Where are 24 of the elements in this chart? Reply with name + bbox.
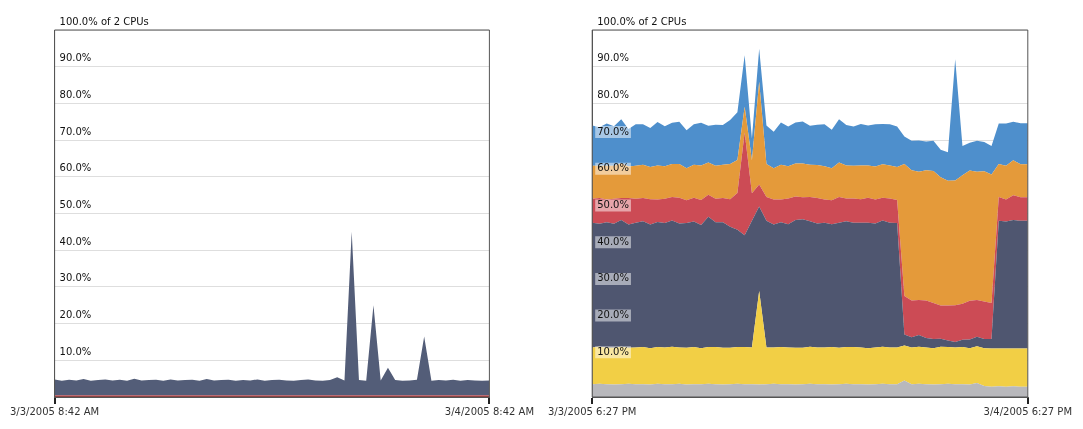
x-tick-label: 3/4/2005 6:27 PM <box>983 405 1072 417</box>
x-tick-label: 3/4/2005 8:42 AM <box>444 405 534 417</box>
y-tick-label: 60.0% <box>59 162 92 174</box>
y-tick-label: 100.0% of 2 CPUs <box>59 15 149 27</box>
y-tick-label: 10.0% <box>597 345 629 357</box>
y-tick-label: 50.0% <box>59 199 92 211</box>
y-tick-label: 70.0% <box>597 125 629 137</box>
y-tick-label: 80.0% <box>597 88 629 100</box>
y-tick-label: 20.0% <box>59 309 92 321</box>
y-tick-label: 40.0% <box>59 235 92 247</box>
y-tick-label: 30.0% <box>59 272 92 284</box>
y-tick-label: 20.0% <box>597 309 629 321</box>
x-tick-label: 3/3/2005 8:42 AM <box>10 405 100 417</box>
x-tick-label: 3/3/2005 6:27 PM <box>548 405 637 417</box>
y-tick-label: 50.0% <box>597 199 629 211</box>
y-tick-label: 70.0% <box>59 125 92 137</box>
y-tick-label: 30.0% <box>597 272 629 284</box>
y-tick-label: 80.0% <box>59 88 92 100</box>
y-tick-label: 90.0% <box>59 52 92 64</box>
y-tick-label: 40.0% <box>597 235 629 247</box>
y-tick-label: 60.0% <box>597 162 629 174</box>
y-tick-label: 10.0% <box>59 345 92 357</box>
y-tick-label: 90.0% <box>597 52 629 64</box>
y-tick-label: 100.0% of 2 CPUs <box>597 15 687 27</box>
